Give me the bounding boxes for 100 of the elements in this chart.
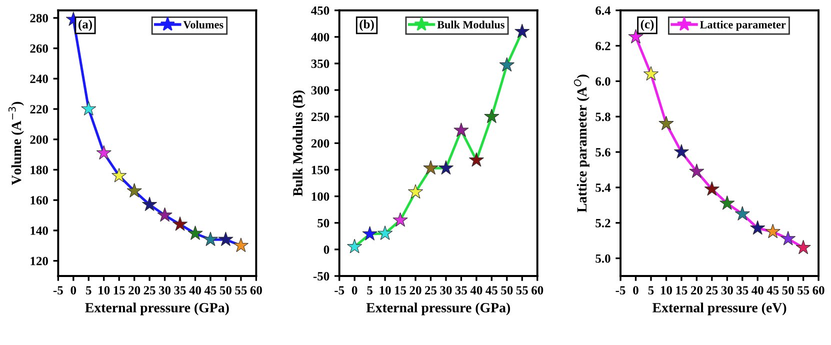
x-tick-label: 40 — [752, 286, 764, 295]
y-axis-title: Volume (A$^{−3}$) — [8, 102, 24, 185]
point — [423, 160, 438, 175]
point — [484, 108, 500, 124]
y-tick-label: 5.0 — [596, 254, 610, 263]
x-tick-label: 60 — [250, 286, 262, 295]
x-tick-label: 35 — [455, 286, 467, 295]
y-tick-label: 5.6 — [596, 148, 610, 157]
y-tick-label: 450 — [311, 6, 330, 15]
x-tick-label: 55 — [235, 286, 247, 295]
x-tick-label: 0 — [70, 286, 76, 295]
x-tick-label: 55 — [798, 286, 810, 295]
y-axis-title: Bulk Modulus (B) — [292, 90, 306, 196]
x-tick-label: 0 — [352, 286, 358, 295]
x-axis-title: External pressure (GPa) — [366, 302, 510, 316]
y-tick-label: 280 — [30, 14, 48, 22]
x-tick-label: 10 — [380, 286, 391, 295]
x-tick-label: 60 — [532, 286, 544, 295]
x-tick-label: 55 — [516, 286, 528, 295]
y-tick-label: 160 — [30, 196, 48, 205]
x-tick-label: 15 — [114, 286, 125, 295]
x-tick-label: -5 — [53, 286, 63, 295]
x-tick-label: 20 — [410, 286, 422, 295]
point — [780, 230, 796, 246]
y-tick-label: 5.8 — [596, 112, 610, 122]
x-tick-label: 25 — [706, 286, 718, 295]
point — [438, 160, 454, 175]
x-tick-label: 50 — [782, 286, 794, 295]
point — [142, 196, 158, 212]
y-tick-label: 180 — [30, 166, 48, 174]
x-tick-label: 30 — [159, 286, 171, 295]
point — [643, 66, 659, 81]
y-tick-label: 300 — [311, 86, 330, 95]
y-tick-label: 0 — [324, 245, 330, 254]
y-tick-label: -50 — [313, 272, 330, 280]
point — [218, 232, 234, 246]
point — [689, 164, 704, 178]
x-tick-label: 5 — [86, 286, 92, 295]
point — [796, 240, 811, 254]
x-tick-label: 5 — [648, 286, 654, 295]
x-tick-label: 35 — [736, 286, 748, 295]
x-axis-title: External pressure (GPa) — [85, 302, 229, 316]
x-tick-label: 35 — [174, 286, 186, 295]
y-tick-label: 150 — [312, 166, 330, 174]
point — [157, 207, 172, 222]
y-tick-label: 120 — [30, 256, 48, 266]
point — [674, 144, 689, 158]
x-tick-label: 15 — [395, 286, 406, 295]
y-tick-label: 260 — [30, 44, 48, 53]
y-tick-label: 50 — [318, 218, 330, 228]
point — [172, 216, 188, 231]
point — [81, 101, 96, 116]
x-tick-label: -5 — [616, 286, 626, 295]
annotation: (b) — [360, 20, 374, 31]
point — [468, 152, 484, 167]
legend-label: Volumes — [183, 20, 224, 29]
point — [377, 226, 393, 240]
point — [704, 181, 720, 196]
x-tick-label: 30 — [721, 286, 733, 295]
x-tick-label: 10 — [98, 286, 110, 295]
y-tick-label: 5.4 — [596, 184, 611, 192]
x-tick-label: 45 — [766, 286, 779, 295]
point — [765, 224, 780, 238]
annotation: (c) — [640, 20, 654, 31]
point — [720, 195, 735, 210]
legend-label: Lattice parameter — [700, 20, 786, 31]
x-tick-label: 20 — [128, 286, 140, 295]
point — [362, 226, 378, 240]
point — [96, 145, 112, 160]
point — [112, 168, 127, 182]
x-tick-label: 40 — [189, 286, 202, 295]
y-tick-label: 5.2 — [596, 218, 610, 228]
point — [514, 24, 530, 38]
annotation: (a) — [78, 20, 92, 31]
y-tick-label: 200 — [30, 135, 48, 144]
x-tick-label: 0 — [633, 286, 638, 295]
y-tick-label: 6.2 — [596, 42, 610, 50]
y-tick-label: 220 — [30, 105, 48, 114]
y-tick-label: 6.0 — [596, 77, 610, 86]
x-tick-label: 40 — [470, 286, 482, 295]
point — [750, 220, 766, 235]
point — [408, 184, 424, 199]
x-tick-label: 45 — [486, 286, 498, 295]
x-tick-label: 20 — [690, 286, 702, 295]
x-tick-label: 45 — [204, 286, 216, 295]
y-tick-label: 100 — [312, 192, 330, 201]
point — [188, 226, 203, 240]
x-axis-title: External pressure (eV) — [652, 302, 786, 316]
point — [126, 183, 142, 198]
point — [658, 116, 674, 130]
point — [347, 238, 362, 254]
point — [734, 206, 750, 220]
x-tick-label: 50 — [220, 286, 232, 295]
x-tick-label: 30 — [440, 286, 452, 295]
x-tick-label: -5 — [334, 286, 344, 295]
point — [499, 57, 514, 72]
x-tick-label: 10 — [660, 286, 672, 295]
x-tick-label: 15 — [676, 286, 688, 295]
y-tick-label: 240 — [30, 74, 48, 84]
legend-label: Bulk Modulus — [437, 20, 504, 28]
